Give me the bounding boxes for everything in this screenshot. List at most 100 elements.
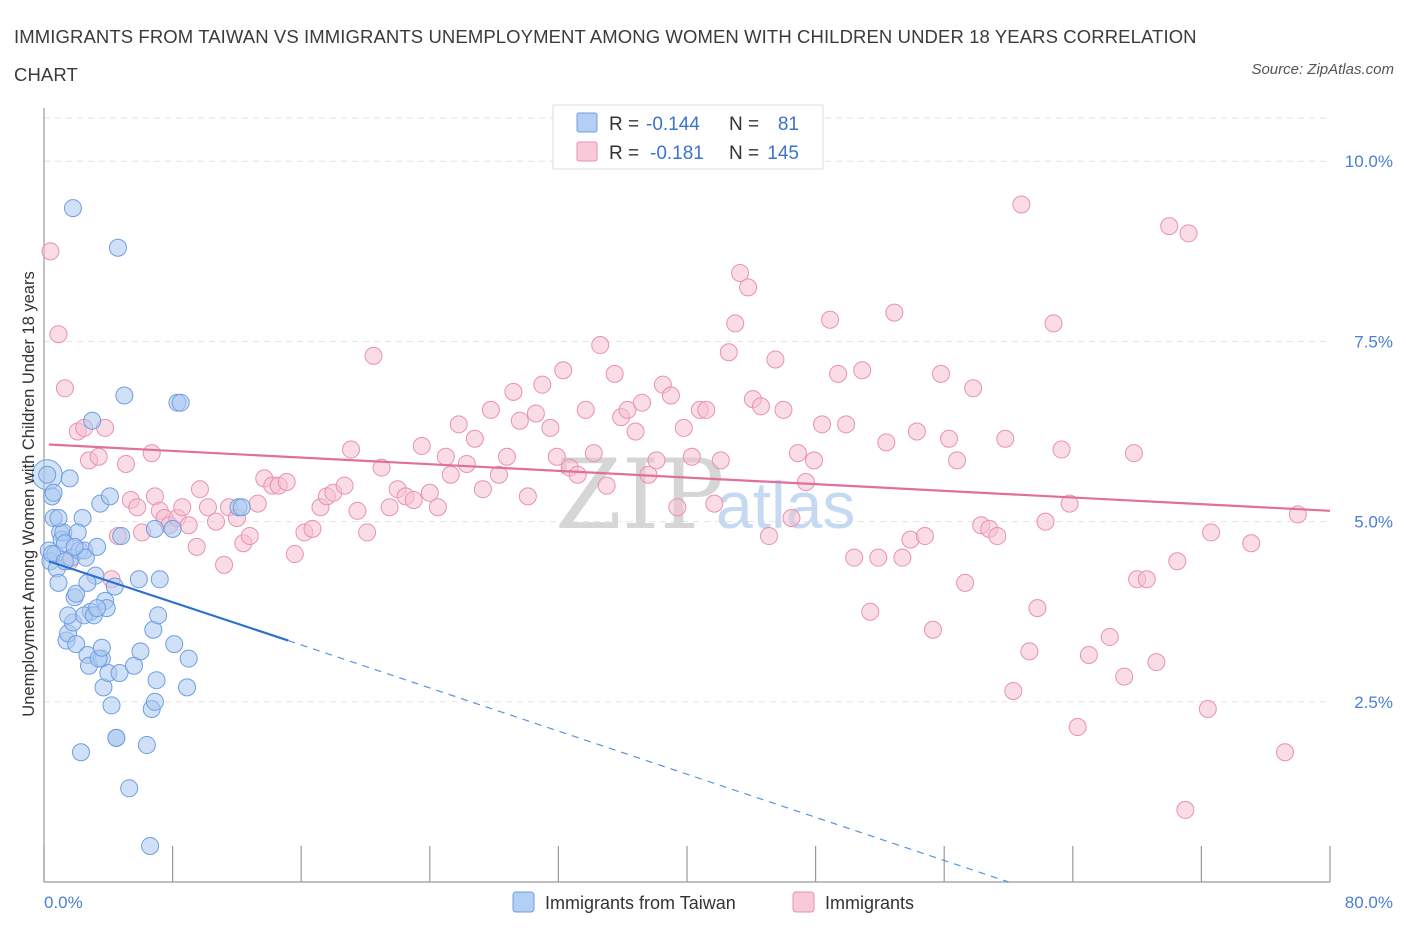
legend-r-value-taiwan: -0.144: [646, 114, 700, 135]
point-immigrants: [1020, 642, 1039, 661]
point-taiwan: [112, 527, 131, 546]
point-taiwan: [178, 678, 197, 697]
point-immigrants: [837, 415, 856, 434]
point-immigrants: [591, 336, 610, 355]
point-taiwan: [67, 584, 86, 603]
trend-lines: [48, 443, 1331, 883]
point-immigrants: [915, 527, 934, 546]
point-immigrants: [1036, 512, 1055, 531]
point-immigrants: [364, 346, 383, 365]
point-immigrants: [568, 465, 587, 484]
point-immigrants: [277, 472, 296, 491]
trend-line-taiwan: [48, 560, 289, 642]
point-immigrants: [1137, 570, 1156, 589]
point-immigrants: [632, 393, 651, 412]
point-immigrants: [988, 527, 1007, 546]
point-immigrants: [674, 418, 693, 437]
point-immigrants: [518, 487, 537, 506]
point-immigrants: [1044, 314, 1063, 333]
point-immigrants: [804, 451, 823, 470]
point-immigrants: [877, 433, 896, 452]
point-taiwan: [83, 411, 102, 430]
point-immigrants: [187, 537, 206, 556]
point-immigrants: [647, 451, 666, 470]
point-immigrants: [869, 548, 888, 567]
point-immigrants: [845, 548, 864, 567]
point-immigrants: [1060, 494, 1079, 513]
y-tick-label: 7.5%: [1354, 332, 1393, 351]
stats-legend: R = -0.144 N = 81 R = -0.181 N = 145: [552, 104, 824, 170]
point-taiwan: [59, 606, 78, 625]
point-immigrants: [1160, 217, 1179, 236]
point-immigrants: [739, 278, 758, 297]
point-immigrants: [731, 263, 750, 282]
point-taiwan: [108, 238, 127, 257]
point-taiwan: [63, 199, 82, 218]
point-taiwan: [115, 386, 134, 405]
point-immigrants: [240, 527, 259, 546]
point-immigrants: [541, 418, 560, 437]
point-immigrants: [303, 519, 322, 538]
point-taiwan: [102, 696, 121, 715]
point-immigrants: [179, 516, 198, 535]
point-immigrants: [497, 447, 516, 466]
point-immigrants: [861, 602, 880, 621]
point-immigrants: [853, 361, 872, 380]
source-label: Source: ZipAtlas.com: [1251, 61, 1394, 78]
point-immigrants: [1124, 444, 1143, 463]
x-tick-label-max: 80.0%: [1345, 893, 1393, 912]
point-immigrants: [956, 573, 975, 592]
point-immigrants: [996, 429, 1015, 448]
point-immigrants: [796, 472, 815, 491]
legend-n-value-taiwan: 81: [778, 114, 799, 135]
point-taiwan: [147, 671, 166, 690]
point-taiwan: [165, 635, 184, 654]
point-immigrants: [893, 548, 912, 567]
point-immigrants: [829, 364, 848, 383]
point-immigrants: [547, 447, 566, 466]
point-immigrants: [215, 555, 234, 574]
point-taiwan: [137, 736, 156, 755]
point-taiwan: [49, 509, 68, 528]
point-immigrants: [1004, 682, 1023, 700]
point-taiwan: [150, 570, 169, 589]
point-taiwan: [67, 635, 86, 654]
point-immigrants: [813, 415, 832, 434]
point-immigrants: [1242, 534, 1261, 553]
point-immigrants: [948, 451, 967, 470]
point-immigrants: [1147, 653, 1166, 672]
point-taiwan: [171, 393, 190, 412]
point-taiwan: [88, 599, 107, 618]
point-immigrants: [1202, 523, 1221, 542]
y-tick-label: 5.0%: [1354, 513, 1393, 532]
point-immigrants: [190, 480, 209, 499]
point-immigrants: [821, 310, 840, 329]
point-immigrants: [1079, 645, 1098, 664]
point-immigrants: [285, 545, 304, 564]
point-immigrants: [907, 422, 926, 441]
point-immigrants: [782, 509, 801, 528]
point-immigrants: [554, 361, 573, 380]
point-immigrants: [584, 444, 603, 463]
point-immigrants: [441, 465, 460, 484]
point-immigrants: [705, 494, 724, 513]
point-immigrants: [412, 436, 431, 455]
point-taiwan: [88, 537, 107, 556]
point-taiwan: [110, 663, 129, 682]
point-immigrants: [342, 440, 361, 459]
point-immigrants: [605, 364, 624, 383]
point-immigrants: [668, 498, 687, 517]
y-axis-label: Unemployment Among Women with Children U…: [20, 271, 38, 716]
point-immigrants: [719, 343, 738, 362]
chart-title: IMMIGRANTS FROM TAIWAN VS IMMIGRANTS UNE…: [14, 26, 1197, 85]
point-immigrants: [526, 404, 545, 423]
point-taiwan: [141, 836, 160, 855]
point-immigrants: [348, 501, 367, 520]
point-immigrants: [726, 314, 745, 333]
point-immigrants: [1052, 440, 1071, 459]
legend-n-value-immigrants: 145: [767, 143, 799, 164]
point-taiwan: [120, 779, 139, 798]
y-tick-label: 2.5%: [1354, 693, 1393, 712]
point-immigrants: [1179, 224, 1198, 243]
